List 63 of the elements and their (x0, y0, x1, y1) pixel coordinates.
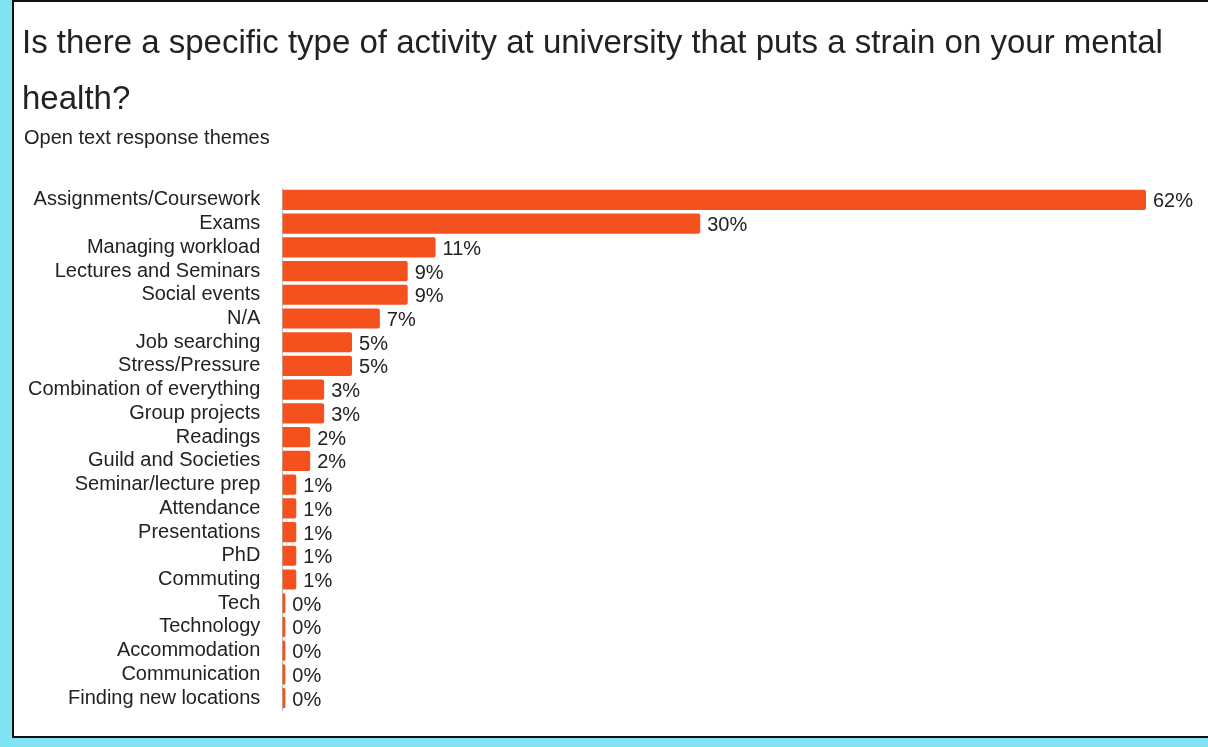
data-label: 0% (292, 687, 322, 710)
y-tick-label: Seminar/lecture prep (74, 472, 261, 495)
y-tick-label: Job searching (135, 329, 261, 352)
bar (282, 427, 311, 448)
data-label: 30% (707, 213, 748, 236)
data-label: 9% (414, 284, 444, 307)
data-label: 2% (317, 426, 347, 449)
bar (282, 355, 352, 377)
data-label: 1% (303, 497, 333, 520)
y-tick-label: Assignments/Coursework (33, 187, 262, 210)
bar (282, 498, 297, 519)
y-tick-label: Managing workload (86, 234, 261, 257)
y-tick-label: Tech (218, 590, 261, 613)
bar (282, 332, 352, 353)
data-label: 7% (386, 308, 416, 331)
bar (282, 284, 408, 305)
y-tick-label: Guild and Societies (88, 448, 261, 471)
y-tick-label: Attendance (159, 495, 261, 518)
y-tick-label: Lectures and Seminars (54, 258, 261, 281)
y-tick-label: Stress/Pressure (118, 353, 261, 376)
y-tick-label: Group projects (129, 400, 261, 423)
bar (282, 450, 311, 471)
bar (282, 189, 1146, 210)
bar (282, 237, 436, 258)
bar (282, 379, 325, 400)
bar (282, 474, 297, 495)
data-label: 5% (359, 331, 389, 354)
data-label: 11% (442, 236, 482, 259)
chart-subtitle: Open text response themes (24, 126, 270, 149)
data-label: 3% (331, 379, 361, 402)
y-tick-label: Readings (175, 424, 261, 447)
bar (282, 308, 380, 329)
y-tick-label: Combination of everything (27, 377, 261, 400)
data-label: 2% (317, 450, 347, 473)
data-label: 1% (303, 569, 333, 592)
y-tick-label: N/A (227, 306, 262, 329)
bar (282, 213, 701, 234)
data-label: 0% (292, 592, 322, 615)
bar (282, 521, 297, 543)
y-tick-label: Technology (159, 614, 261, 637)
y-tick-label: Presentations (138, 519, 261, 542)
y-tick-label: Exams (199, 211, 261, 234)
y-tick-label: Communication (121, 661, 261, 684)
bar (282, 403, 325, 424)
y-tick-label: Accommodation (116, 638, 261, 661)
data-label: 1% (303, 474, 333, 497)
data-label: 1% (303, 545, 333, 568)
y-tick-label: Commuting (158, 567, 261, 590)
bar (282, 569, 297, 590)
data-label: 0% (292, 616, 322, 639)
data-label: 62% (1153, 189, 1194, 212)
data-label: 0% (292, 663, 322, 686)
bar (282, 260, 408, 282)
chart-title: Is there a specific type of activity at university that puts a strain on your mental health? (22, 22, 1164, 118)
y-tick-label: Social events (141, 282, 261, 305)
bar (282, 545, 297, 566)
data-label: 5% (359, 355, 389, 378)
data-label: 1% (303, 521, 333, 544)
y-tick-label: Finding new locations (68, 685, 261, 708)
data-label: 0% (292, 640, 322, 663)
data-label: 3% (331, 402, 361, 425)
data-label: 9% (414, 260, 444, 283)
y-tick-label: PhD (221, 543, 261, 566)
